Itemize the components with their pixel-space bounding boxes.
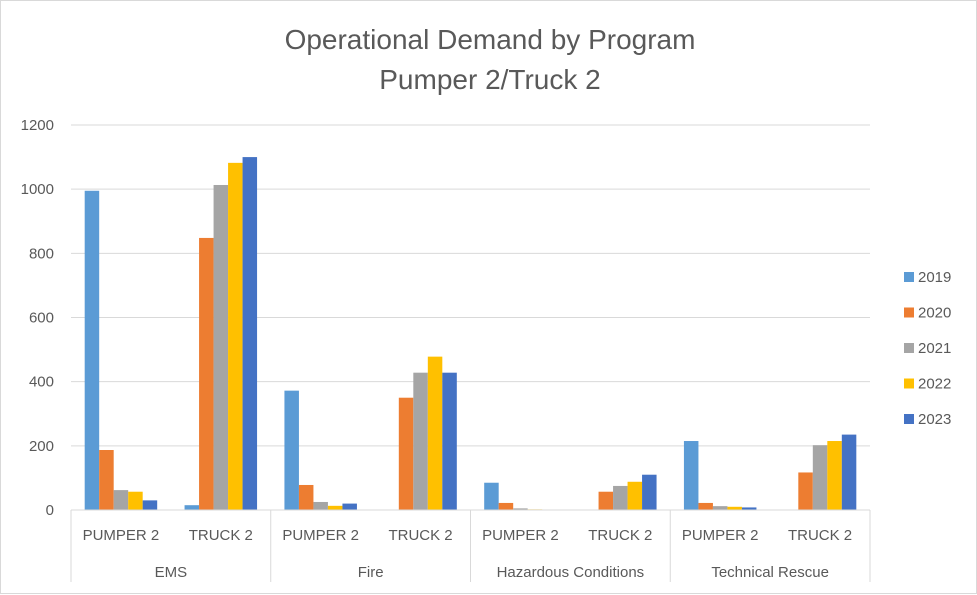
y-tick-label-1200: 1200	[21, 117, 54, 134]
bar-ems-pumper-2-2023	[143, 500, 158, 510]
bar-fire-pumper-2-2023	[342, 504, 357, 510]
bar-ems-pumper-2-2022	[128, 492, 143, 510]
y-axis-ticks: 0 200 400 600 800 1000 1200	[21, 117, 54, 519]
bar-hazardous-conditions-pumper-2-2020	[499, 503, 514, 510]
legend-swatch-2022	[904, 379, 914, 389]
y-tick-label-800: 800	[29, 245, 54, 262]
x-tick-label-ems-pumper-2: PUMPER 2	[83, 527, 160, 544]
bar-fire-truck-2-2022	[428, 357, 443, 510]
bar-fire-truck-2-2020	[399, 398, 414, 510]
legend-label-2022: 2022	[918, 376, 951, 393]
y-tick-label-600: 600	[29, 310, 54, 327]
legend-swatch-2023	[904, 414, 914, 424]
bar-fire-pumper-2-2021	[313, 502, 328, 510]
bar-technical-rescue-pumper-2-2019	[684, 441, 699, 510]
x-tick-label-technical-rescue-pumper-2: PUMPER 2	[682, 527, 759, 544]
bar-fire-truck-2-2023	[442, 373, 457, 510]
x-axis: PUMPER 2 TRUCK 2 EMS PUMPER 2 TRUCK 2 Fire PUM…	[71, 510, 870, 582]
x-tick-label-ems-truck-2: TRUCK 2	[189, 527, 253, 544]
bar-fire-truck-2-2021	[413, 373, 428, 510]
legend-label-2019: 2019	[918, 269, 951, 286]
bar-hazardous-conditions-pumper-2-2019	[484, 483, 499, 510]
bar-technical-rescue-truck-2-2020	[798, 472, 813, 510]
bar-ems-truck-2-2020	[199, 238, 214, 510]
bar-fire-pumper-2-2020	[299, 485, 314, 510]
gridlines	[71, 125, 870, 446]
x-tick-label-technical-rescue-truck-2: TRUCK 2	[788, 527, 852, 544]
legend-label-2020: 2020	[918, 305, 951, 322]
bar-hazardous-conditions-truck-2-2022	[628, 482, 643, 510]
bar-fire-pumper-2-2022	[328, 506, 343, 510]
bar-fire-pumper-2-2019	[284, 391, 299, 510]
x-tick-label-fire-truck-2: TRUCK 2	[388, 527, 452, 544]
y-tick-label-400: 400	[29, 374, 54, 391]
x-group-label-technical-rescue: Technical Rescue	[711, 564, 829, 581]
y-tick-label-200: 200	[29, 438, 54, 455]
bar-technical-rescue-truck-2-2021	[813, 445, 828, 510]
chart-subtitle: Pumper 2/Truck 2	[379, 64, 600, 95]
x-group-label-ems: EMS	[155, 564, 188, 581]
bar-hazardous-conditions-truck-2-2021	[613, 486, 628, 510]
bar-ems-truck-2-2023	[243, 157, 258, 510]
legend-label-2023: 2023	[918, 411, 951, 428]
bar-technical-rescue-truck-2-2022	[827, 441, 842, 510]
bar-ems-pumper-2-2019	[85, 191, 100, 510]
y-tick-label-0: 0	[46, 502, 54, 519]
bar-ems-pumper-2-2020	[99, 450, 114, 510]
bar-hazardous-conditions-truck-2-2023	[642, 475, 657, 510]
legend-swatch-2021	[904, 343, 914, 353]
legend: 2019 2020 2021 2022 2023	[904, 269, 951, 428]
x-tick-label-hazardous-conditions-truck-2: TRUCK 2	[588, 527, 652, 544]
bars	[85, 157, 857, 510]
bar-hazardous-conditions-truck-2-2020	[599, 492, 614, 510]
y-tick-label-1000: 1000	[21, 181, 54, 198]
bar-ems-truck-2-2021	[214, 185, 229, 510]
bar-ems-pumper-2-2021	[114, 490, 129, 510]
bar-ems-truck-2-2022	[228, 163, 243, 510]
legend-label-2021: 2021	[918, 340, 951, 357]
legend-swatch-2019	[904, 272, 914, 282]
x-tick-label-hazardous-conditions-pumper-2: PUMPER 2	[482, 527, 559, 544]
bar-technical-rescue-pumper-2-2021	[713, 506, 728, 510]
bar-ems-truck-2-2019	[185, 505, 200, 510]
x-group-label-hazardous-conditions: Hazardous Conditions	[497, 564, 645, 581]
bar-technical-rescue-truck-2-2023	[842, 435, 857, 510]
x-group-label-fire: Fire	[358, 564, 384, 581]
x-tick-label-fire-pumper-2: PUMPER 2	[282, 527, 359, 544]
legend-swatch-2020	[904, 308, 914, 318]
chart-title: Operational Demand by Program	[285, 24, 696, 55]
bar-technical-rescue-pumper-2-2020	[698, 503, 713, 510]
